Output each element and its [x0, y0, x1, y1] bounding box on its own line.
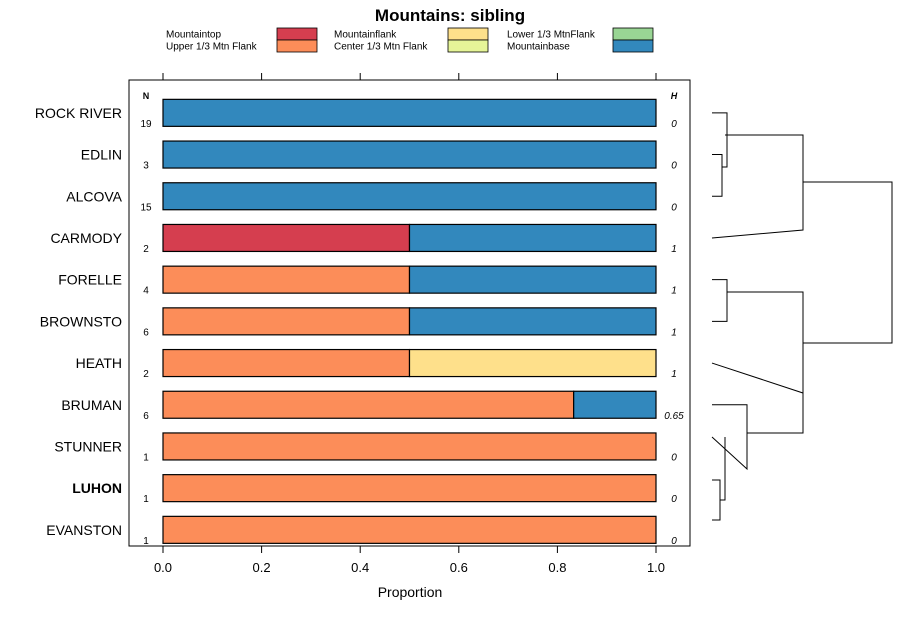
x-axis-label: Proportion	[378, 584, 443, 600]
h-header: H	[671, 91, 678, 101]
h-value-heath: 1	[671, 369, 677, 380]
legend-swatch-center-1-3-mtn-flank	[447, 39, 489, 53]
row-label-alcova: ALCOVA	[66, 188, 122, 204]
legend-swatch-mountaintop	[276, 27, 318, 41]
n-value-luhon: 1	[143, 494, 149, 505]
dendrogram-branch-1	[712, 154, 723, 197]
bars	[162, 98, 657, 544]
x-tick-label: 0.4	[351, 560, 369, 575]
legend-swatch-lower-1-3-mtnflank	[612, 27, 654, 41]
dendrogram-branch-5	[711, 291, 804, 394]
dendrogram-branch-9	[747, 393, 804, 434]
row-label-bruman: BRUMAN	[61, 397, 122, 413]
n-value-alcova: 15	[140, 202, 152, 213]
row-label-luhon: LUHON	[72, 480, 122, 496]
dendrogram-branch-6	[711, 404, 748, 471]
dendrogram-branch-7	[712, 479, 721, 521]
dendrogram-branch-4	[712, 279, 728, 322]
h-value-evanston: 0	[671, 536, 677, 547]
legend-swatch-mountainflank	[447, 27, 489, 41]
n-value-brownsto: 6	[143, 327, 149, 338]
x-tick-label: 1.0	[647, 560, 665, 575]
bar-segment-brownsto-mountainbase	[408, 307, 657, 336]
row-label-edlin: EDLIN	[81, 147, 122, 163]
bar-segment-carmody-mountainbase	[408, 223, 657, 253]
legend-label-mountainbase: Mountainbase	[507, 42, 570, 53]
n-value-stunner: 1	[143, 452, 149, 463]
bar-segment-alcova-mountainbase	[162, 182, 657, 211]
n-value-rock-river: 19	[140, 119, 152, 130]
h-value-luhon: 0	[671, 494, 677, 505]
bar-segment-heath-mountainflank	[408, 348, 657, 378]
bar-segment-evanston-upper-1-3-mtn-flank	[162, 515, 657, 544]
h-value-forelle: 1	[671, 286, 677, 297]
dendrogram-branch-2	[711, 134, 804, 239]
n-value-heath: 2	[143, 369, 149, 380]
legend-label-upper-1-3-mtn-flank: Upper 1/3 Mtn Flank	[166, 42, 258, 53]
h-value-edlin: 0	[671, 161, 677, 172]
row-label-forelle: FORELLE	[58, 272, 122, 288]
row-label-brownsto: BROWNSTO	[40, 313, 122, 329]
n-value-edlin: 3	[143, 161, 149, 172]
bar-segment-rock-river-mountainbase	[162, 98, 657, 127]
h-value-rock-river: 0	[671, 119, 677, 130]
bar-segment-edlin-mountainbase	[162, 140, 657, 169]
legend-label-mountainflank: Mountainflank	[334, 30, 397, 41]
n-value-carmody: 2	[143, 244, 149, 255]
legend-swatch-upper-1-3-mtn-flank	[276, 39, 318, 53]
chart-title: Mountains: sibling	[375, 6, 525, 25]
x-tick-label: 0.0	[154, 560, 172, 575]
n-value-forelle: 4	[143, 286, 149, 297]
dendrogram-branch-3	[803, 181, 893, 344]
x-axis: 0.0 0.2 0.4 0.6 0.8 1.0	[154, 73, 665, 575]
row-label-stunner: STUNNER	[54, 438, 122, 454]
row-label-heath: HEATH	[76, 355, 122, 371]
bar-segment-forelle-upper-1-3-mtn-flank	[162, 265, 411, 294]
row-label-carmody: CARMODY	[50, 230, 122, 246]
legend-label-center-1-3-mtn-flank: Center 1/3 Mtn Flank	[334, 42, 428, 53]
row-label-rock-river: ROCK RIVER	[35, 105, 122, 121]
bar-segment-brownsto-upper-1-3-mtn-flank	[162, 307, 411, 336]
h-value-stunner: 0	[671, 452, 677, 463]
dendrogram-branch-8	[720, 437, 726, 501]
x-tick-label: 0.6	[450, 560, 468, 575]
n-value-bruman: 6	[143, 411, 149, 422]
bar-segment-bruman-mountainbase	[573, 390, 657, 419]
bar-segment-heath-upper-1-3-mtn-flank	[162, 348, 411, 378]
legend-swatch-mountainbase	[612, 39, 654, 53]
bar-segment-bruman-upper-1-3-mtn-flank	[162, 390, 575, 419]
bar-segment-luhon-upper-1-3-mtn-flank	[162, 474, 657, 503]
bar-segment-stunner-upper-1-3-mtn-flank	[162, 432, 657, 461]
n-value-evanston: 1	[143, 536, 149, 547]
legend-label-mountaintop: Mountaintop	[166, 30, 221, 41]
h-value-alcova: 0	[671, 202, 677, 213]
h-value-carmody: 1	[671, 244, 677, 255]
x-tick-label: 0.8	[548, 560, 566, 575]
dendrogram-branch-0	[712, 112, 728, 168]
dendrogram	[711, 112, 893, 521]
bar-segment-forelle-mountainbase	[408, 265, 657, 294]
row-labels: N H ROCK RIVER 19 0 EDLIN 3 0 ALCOVA 15 0 CARMODY 2 1…	[35, 91, 684, 547]
bar-segment-carmody-mountaintop	[162, 223, 411, 253]
row-label-evanston: EVANSTON	[46, 522, 122, 538]
h-value-brownsto: 1	[671, 327, 677, 338]
n-header: N	[143, 91, 150, 101]
legend-label-lower-1-3-mtnflank: Lower 1/3 MtnFlank	[507, 30, 596, 41]
h-value-bruman: 0.65	[664, 411, 684, 422]
x-tick-label: 0.2	[253, 560, 271, 575]
plot-frame	[128, 79, 691, 547]
